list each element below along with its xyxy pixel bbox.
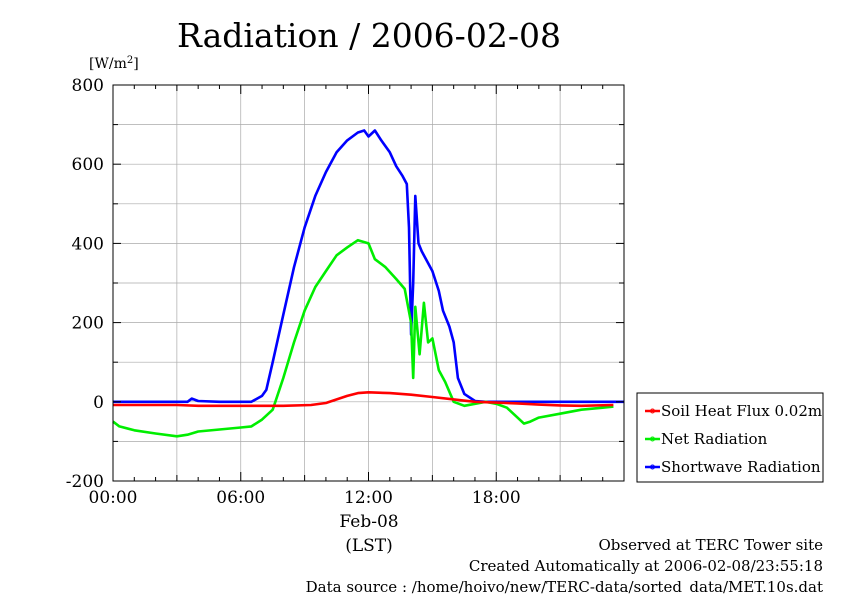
x-tick-label: 12:00: [344, 488, 393, 508]
legend-marker: [650, 464, 655, 470]
footer-source: Data source : /home/hoivo/new/TERC-data/…: [306, 578, 823, 595]
footer-created: Created Automatically at 2006-02-08/23:5…: [469, 557, 823, 575]
y-axis-unit: [W/m2]: [89, 55, 139, 72]
series-layer: [112, 129, 624, 438]
series-line-soil-heat-flux-0-02m: [113, 391, 614, 408]
y-tick-label: 400: [72, 234, 104, 254]
legend-entry: Soil Heat Flux 0.02m: [661, 402, 822, 420]
y-tick-label: 600: [72, 155, 104, 175]
legend-entry: Shortwave Radiation: [661, 458, 821, 476]
legend-entry: Net Radiation: [661, 430, 768, 448]
series-line-net-radiation: [112, 238, 614, 438]
y-tick-label: 200: [72, 314, 104, 334]
legend: Soil Heat Flux 0.02m Net Radiation Shortwa…: [636, 392, 824, 483]
chart-title: Radiation / 2006-02-08: [177, 16, 561, 55]
x-tick-label: 00:00: [89, 488, 138, 508]
y-tick-label: 800: [72, 76, 104, 96]
y-tick-label: 0: [93, 393, 104, 413]
footer-site: Observed at TERC Tower site: [598, 536, 823, 554]
legend-marker: [650, 408, 655, 414]
x-tick-label: 06:00: [216, 488, 265, 508]
date-label: Feb-08: [339, 512, 398, 532]
legend-box: [636, 392, 824, 483]
y-tick-label: -200: [66, 472, 104, 492]
grid-lines: [113, 85, 624, 481]
x-tick-label: 18:00: [472, 488, 521, 508]
x-axis-label: (LST): [345, 536, 393, 556]
x-axis: 00:00 06:00 12:00 18:00: [89, 85, 625, 508]
y-axis: -200 0 200 400 600 800: [66, 76, 624, 492]
legend-marker: [650, 436, 655, 442]
series-line-shortwave-radiation: [113, 129, 624, 404]
